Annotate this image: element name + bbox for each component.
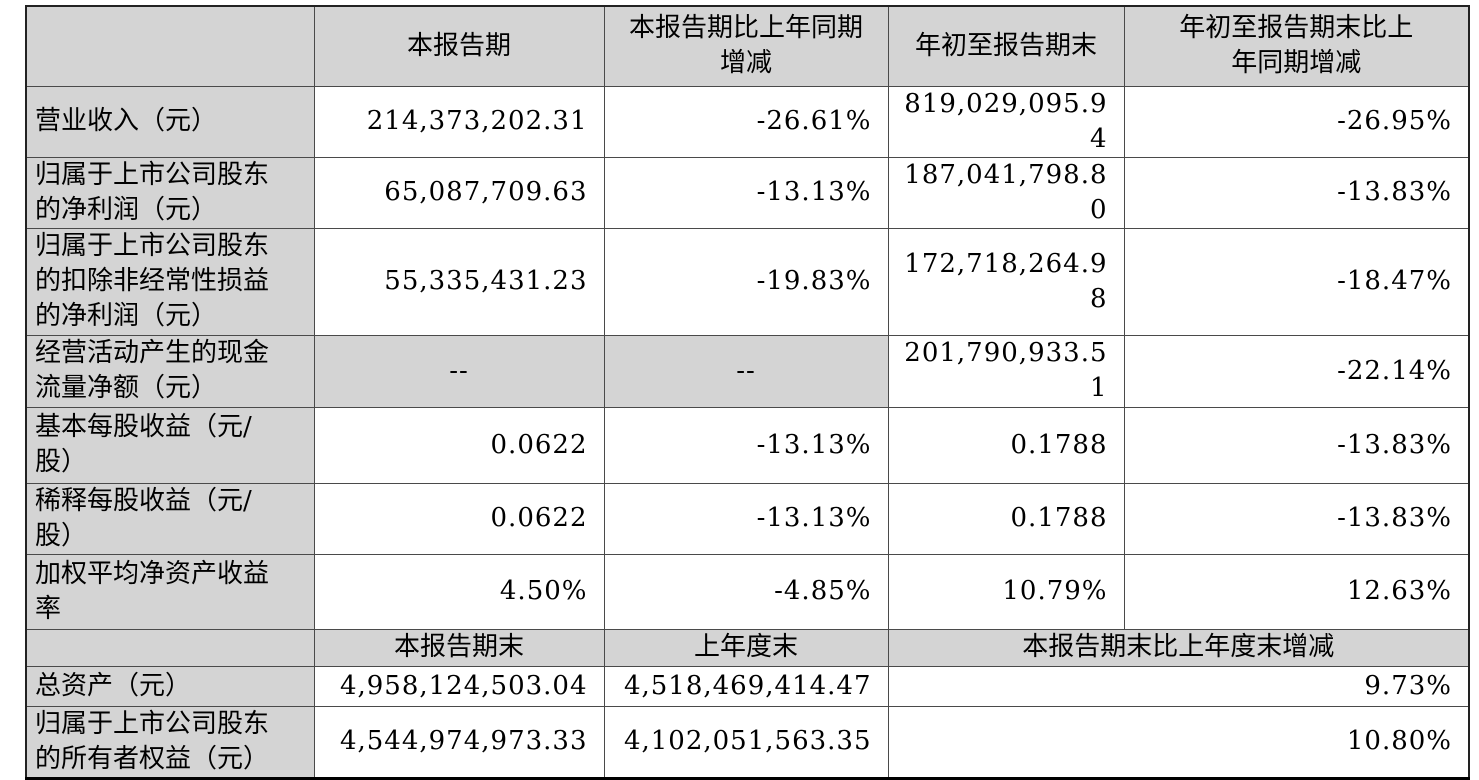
header-cell-empty: [25, 5, 315, 87]
cell-value: -13.83%: [1123, 406, 1470, 484]
table-header-row-period-end: 本报告期末 上年度末 本报告期末比上年度末增减: [25, 628, 1470, 667]
row-label: 稀释每股收益（元/ 股）: [25, 482, 315, 555]
header-cell-ytd-yoy-change: 年初至报告期末比上 年同期增减: [1123, 5, 1470, 87]
cell-value: 201,790,933.51: [887, 334, 1125, 408]
cell-value: 0.0622: [313, 406, 605, 484]
cell-value: -13.13%: [603, 406, 889, 484]
key-accounting-data-table: 本报告期 本报告期比上年同期 增减 年初至报告期末 年初至报告期末比上 年同期增…: [25, 5, 1470, 780]
table-row-revenue: 营业收入（元） 214,373,202.31 -26.61% 819,029,0…: [25, 85, 1470, 158]
row-label: 总资产（元）: [25, 665, 315, 707]
table-header-row-period: 本报告期 本报告期比上年同期 增减 年初至报告期末 年初至报告期末比上 年同期增…: [25, 5, 1470, 87]
row-label: 营业收入（元）: [25, 85, 315, 158]
cell-value: -22.14%: [1123, 334, 1470, 408]
header-cell-empty: [25, 628, 315, 667]
cell-value: 65,087,709.63: [313, 156, 605, 229]
cell-value: -13.13%: [603, 482, 889, 555]
table-row-equity-attributable: 归属于上市公司股东 的所有者权益（元） 4,544,974,973.33 4,1…: [25, 705, 1470, 779]
table-row-net-profit: 归属于上市公司股东 的净利润（元） 65,087,709.63 -13.13% …: [25, 156, 1470, 229]
cell-value: 819,029,095.94: [887, 85, 1125, 158]
cell-value: 0.1788: [887, 406, 1125, 484]
cell-value: 4,544,974,973.33: [313, 705, 605, 779]
header-cell-end-of-period: 本报告期末: [313, 628, 605, 667]
cell-value: 187,041,798.80: [887, 156, 1125, 229]
cell-value: -26.95%: [1123, 85, 1470, 158]
row-label: 归属于上市公司股东 的扣除非经常性损益 的净利润（元）: [25, 227, 315, 336]
cell-value: 4.50%: [313, 553, 605, 630]
cell-value: 12.63%: [1123, 553, 1470, 630]
table-row-weighted-avg-roe: 加权平均净资产收益 率 4.50% -4.85% 10.79% 12.63%: [25, 553, 1470, 630]
cell-value: -26.61%: [603, 85, 889, 158]
table-row-total-assets: 总资产（元） 4,958,124,503.04 4,518,469,414.47…: [25, 665, 1470, 707]
row-label: 经营活动产生的现金 流量净额（元）: [25, 334, 315, 408]
cell-value: 4,518,469,414.47: [603, 665, 889, 707]
cell-value: -13.83%: [1123, 482, 1470, 555]
cell-value: 9.73%: [887, 665, 1470, 707]
cell-value: -13.83%: [1123, 156, 1470, 229]
cell-value: -4.85%: [603, 553, 889, 630]
row-label: 基本每股收益（元/ 股）: [25, 406, 315, 484]
header-cell-ytd: 年初至报告期末: [887, 5, 1125, 87]
header-cell-end-of-last-year: 上年度末: [603, 628, 889, 667]
cell-value: 4,958,124,503.04: [313, 665, 605, 707]
table-row-net-profit-excl-nonrecurring: 归属于上市公司股东 的扣除非经常性损益 的净利润（元） 55,335,431.2…: [25, 227, 1470, 336]
cell-value-na: --: [603, 334, 889, 408]
cell-value: 10.80%: [887, 705, 1470, 779]
header-cell-yoy-change: 本报告期比上年同期 增减: [603, 5, 889, 87]
header-cell-change-vs-last-year-end: 本报告期末比上年度末增减: [887, 628, 1470, 667]
table-row-basic-eps: 基本每股收益（元/ 股） 0.0622 -13.13% 0.1788 -13.8…: [25, 406, 1470, 484]
cell-value: 0.1788: [887, 482, 1125, 555]
cell-value: 172,718,264.98: [887, 227, 1125, 336]
cell-value: 0.0622: [313, 482, 605, 555]
cell-value: 55,335,431.23: [313, 227, 605, 336]
cell-value: 4,102,051,563.35: [603, 705, 889, 779]
header-cell-current-period: 本报告期: [313, 5, 605, 87]
cell-value: 10.79%: [887, 553, 1125, 630]
cell-value: -13.13%: [603, 156, 889, 229]
cell-value: -19.83%: [603, 227, 889, 336]
row-label: 归属于上市公司股东 的净利润（元）: [25, 156, 315, 229]
row-label: 加权平均净资产收益 率: [25, 553, 315, 630]
cell-value: 214,373,202.31: [313, 85, 605, 158]
row-label: 归属于上市公司股东 的所有者权益（元）: [25, 705, 315, 779]
cell-value-na: --: [313, 334, 605, 408]
table-row-diluted-eps: 稀释每股收益（元/ 股） 0.0622 -13.13% 0.1788 -13.8…: [25, 482, 1470, 555]
table-row-operating-cash-flow: 经营活动产生的现金 流量净额（元） -- -- 201,790,933.51 -…: [25, 334, 1470, 408]
cell-value: -18.47%: [1123, 227, 1470, 336]
financial-summary: 本报告期 本报告期比上年同期 增减 年初至报告期末 年初至报告期末比上 年同期增…: [25, 5, 1470, 780]
